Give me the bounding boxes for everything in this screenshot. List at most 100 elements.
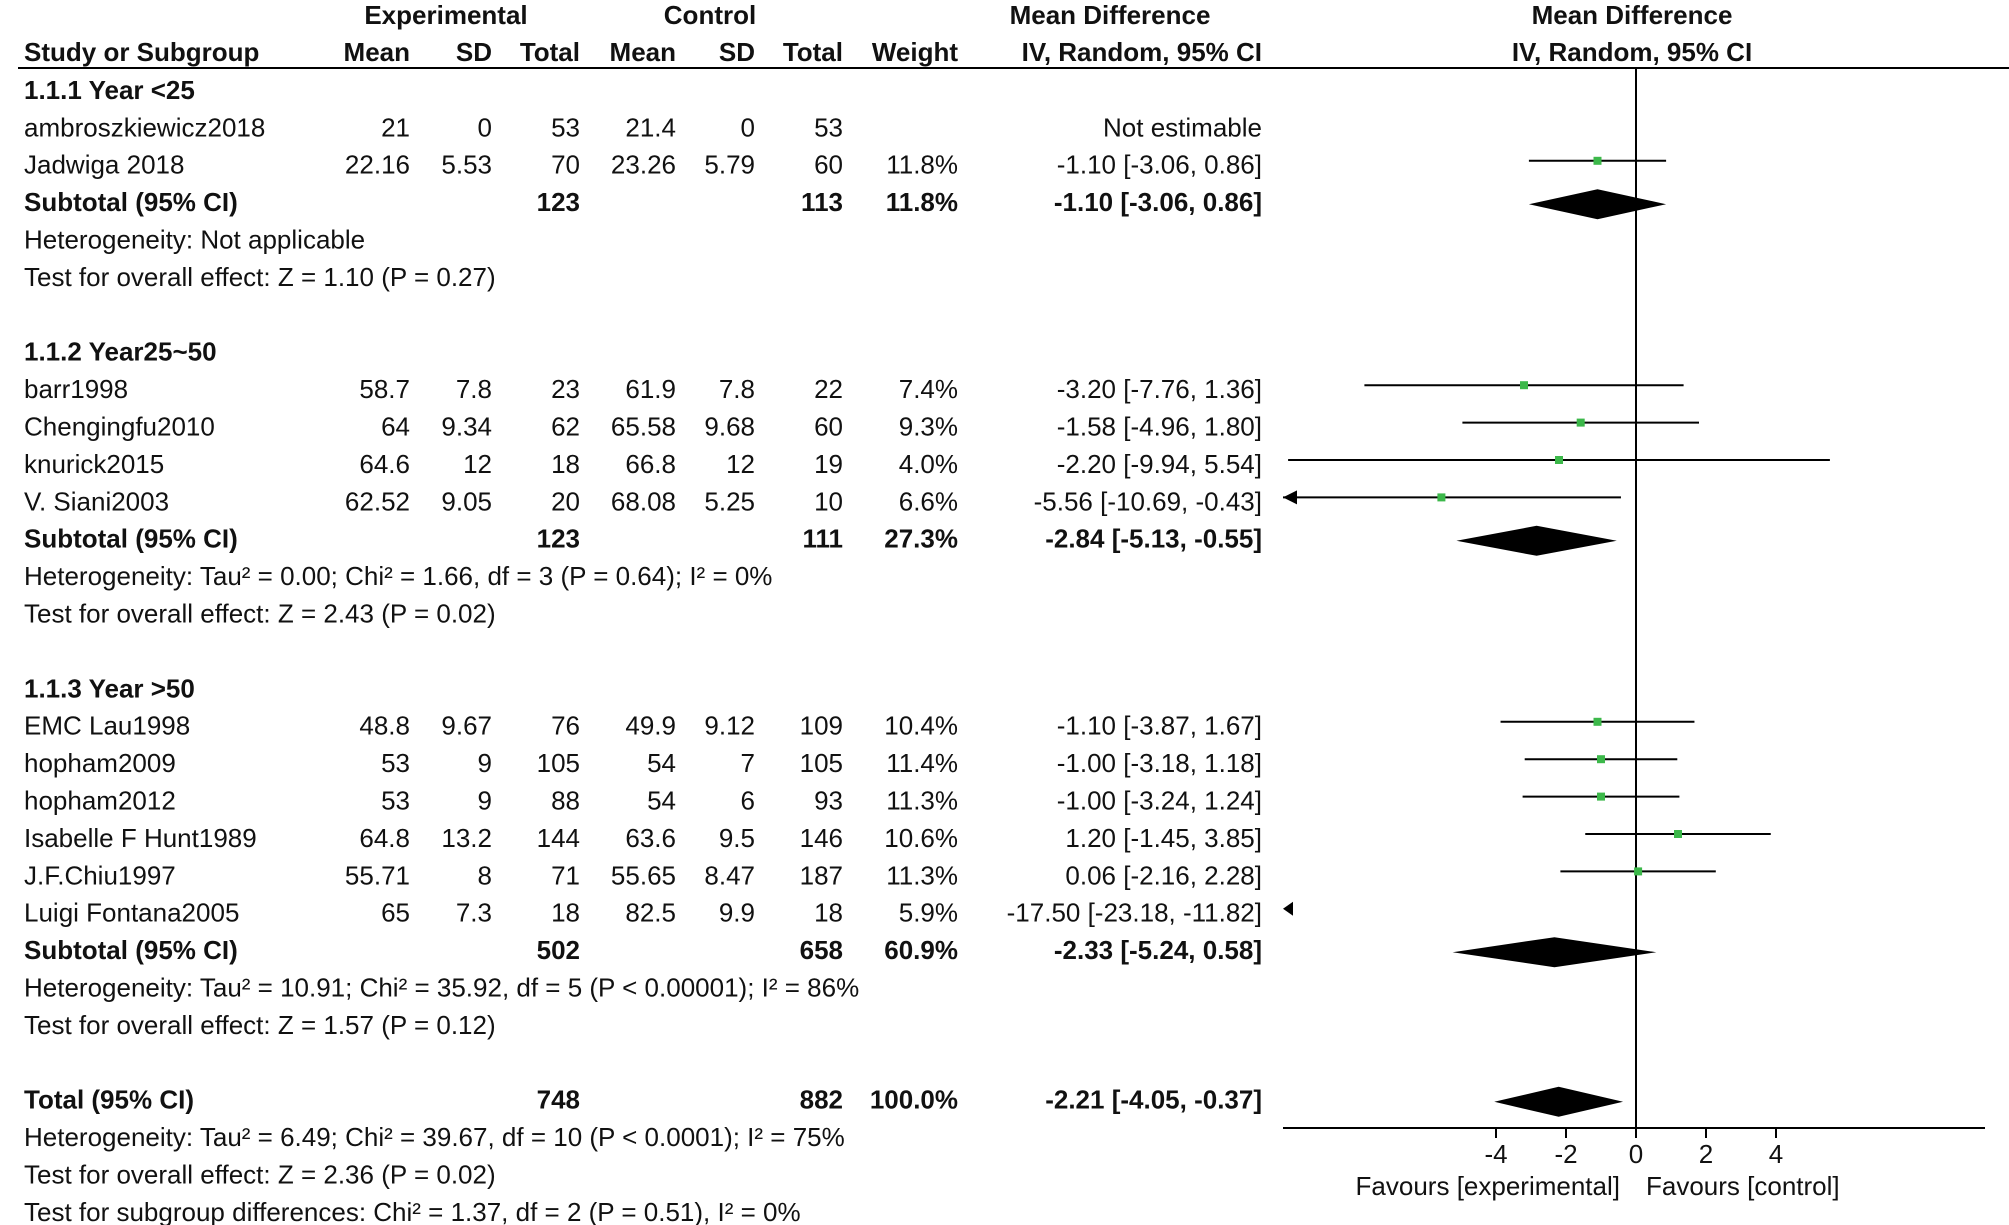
study-name: Luigi Fontana2005 <box>24 898 239 928</box>
ctl-sd: 9.12 <box>704 711 755 741</box>
weight: 100.0% <box>870 1085 958 1115</box>
weight: 4.0% <box>899 449 958 479</box>
ctl-mean: 54 <box>647 748 676 778</box>
exp-mean: 21 <box>381 112 410 142</box>
exp-mean: 53 <box>381 785 410 815</box>
ctl-total: 658 <box>800 935 843 965</box>
weight: 27.3% <box>884 524 958 554</box>
x-tick-label: 4 <box>1769 1139 1783 1169</box>
stat-text: Heterogeneity: Tau² = 10.91; Chi² = 35.9… <box>24 972 859 1002</box>
exp-total: 144 <box>537 823 580 853</box>
exp-mean: 55.71 <box>345 860 410 890</box>
favours-experimental-label: Favours [experimental] <box>1356 1171 1620 1201</box>
ctl-total: 109 <box>800 711 843 741</box>
ctl-sd: 7.8 <box>719 374 755 404</box>
x-tick-label: 0 <box>1629 1139 1643 1169</box>
ci-text: 0.06 [-2.16, 2.28] <box>1065 860 1262 890</box>
exp-mean: 62.52 <box>345 486 410 516</box>
exp-total: 18 <box>551 449 580 479</box>
exp-total: 76 <box>551 711 580 741</box>
subtotal-diamond <box>1456 525 1617 556</box>
ci-text: Not estimable <box>1103 112 1262 142</box>
header-mean-difference: Mean Difference <box>1010 0 1211 30</box>
exp-sd: 9.67 <box>441 711 492 741</box>
ctl-mean: 49.9 <box>625 711 676 741</box>
ctl-total: 105 <box>800 748 843 778</box>
point-estimate <box>1674 830 1682 838</box>
exp-total: 23 <box>551 374 580 404</box>
header-mean-difference-plot: Mean Difference <box>1532 0 1733 30</box>
stat-text: Test for overall effect: Z = 2.43 (P = 0… <box>24 598 496 628</box>
subgroup-heading: 1.1.2 Year25~50 <box>24 337 217 367</box>
study-name: V. Siani2003 <box>24 486 169 516</box>
stat-text: Heterogeneity: Not applicable <box>24 224 365 254</box>
exp-sd: 7.8 <box>456 374 492 404</box>
ctl-sd: 5.79 <box>704 150 755 180</box>
header-ctl-total: Total <box>783 37 843 67</box>
exp-sd: 7.3 <box>456 898 492 928</box>
study-name: barr1998 <box>24 374 128 404</box>
exp-total: 88 <box>551 785 580 815</box>
ci-text: -5.56 [-10.69, -0.43] <box>1034 486 1262 516</box>
exp-mean: 58.7 <box>359 374 410 404</box>
ci-text: -2.33 [-5.24, 0.58] <box>1054 935 1262 965</box>
study-name: J.F.Chiu1997 <box>24 860 176 890</box>
point-estimate <box>1437 493 1446 502</box>
x-tick-label: -2 <box>1554 1139 1577 1169</box>
weight: 11.8% <box>886 187 958 217</box>
weight: 10.4% <box>884 711 958 741</box>
ctl-sd: 9.68 <box>704 411 755 441</box>
ctl-sd: 6 <box>741 785 755 815</box>
ctl-sd: 8.47 <box>704 860 755 890</box>
weight: 9.3% <box>899 411 958 441</box>
header-plot-ci: IV, Random, 95% CI <box>1512 37 1752 67</box>
exp-mean: 64.6 <box>359 449 410 479</box>
point-estimate <box>1520 381 1528 390</box>
weight: 6.6% <box>899 486 958 516</box>
subtotal-label: Subtotal (95% CI) <box>24 935 238 965</box>
point-estimate <box>1597 755 1605 764</box>
ctl-total: 111 <box>802 524 843 554</box>
subtotal-label: Subtotal (95% CI) <box>24 187 238 217</box>
exp-sd: 9 <box>478 785 492 815</box>
ci-text: -1.10 [-3.87, 1.67] <box>1057 711 1262 741</box>
ci-text: -17.50 [-23.18, -11.82] <box>1007 898 1262 928</box>
x-tick-label: -4 <box>1484 1139 1507 1169</box>
exp-sd: 5.53 <box>441 150 492 180</box>
ctl-mean: 68.08 <box>611 486 676 516</box>
exp-total: 502 <box>537 935 580 965</box>
ci-arrow-left <box>1283 490 1297 505</box>
ctl-total: 10 <box>814 486 843 516</box>
exp-total: 123 <box>537 524 580 554</box>
ci-text: -1.58 [-4.96, 1.80] <box>1057 411 1262 441</box>
header-control: Control <box>664 0 756 30</box>
study-name: hopham2012 <box>24 785 176 815</box>
point-estimate <box>1576 418 1585 427</box>
ctl-total: 187 <box>800 860 843 890</box>
study-name: Isabelle F Hunt1989 <box>24 823 257 853</box>
ci-text: -2.21 [-4.05, -0.37] <box>1045 1085 1262 1115</box>
ctl-total: 146 <box>800 823 843 853</box>
exp-sd: 12 <box>463 449 492 479</box>
ci-text: -1.10 [-3.06, 0.86] <box>1057 150 1262 180</box>
exp-mean: 22.16 <box>345 150 410 180</box>
ctl-sd: 0 <box>741 112 755 142</box>
stat-text: Heterogeneity: Tau² = 6.49; Chi² = 39.67… <box>24 1122 845 1152</box>
exp-sd: 9 <box>478 748 492 778</box>
weight: 7.4% <box>899 374 958 404</box>
weight: 10.6% <box>884 823 958 853</box>
point-estimate <box>1634 867 1643 876</box>
ctl-sd: 7 <box>741 748 755 778</box>
ctl-sd: 9.9 <box>719 898 755 928</box>
weight: 5.9% <box>899 898 958 928</box>
exp-sd: 9.34 <box>441 411 492 441</box>
exp-mean: 64 <box>381 411 410 441</box>
exp-total: 20 <box>551 486 580 516</box>
point-estimate <box>1593 717 1602 726</box>
stat-text: Test for overall effect: Z = 1.10 (P = 0… <box>24 262 496 292</box>
ci-text: -1.10 [-3.06, 0.86] <box>1054 187 1262 217</box>
point-estimate <box>1555 456 1563 464</box>
subtotal-diamond <box>1452 937 1657 968</box>
subgroup-heading: 1.1.1 Year <25 <box>24 75 195 105</box>
ctl-total: 18 <box>814 898 843 928</box>
